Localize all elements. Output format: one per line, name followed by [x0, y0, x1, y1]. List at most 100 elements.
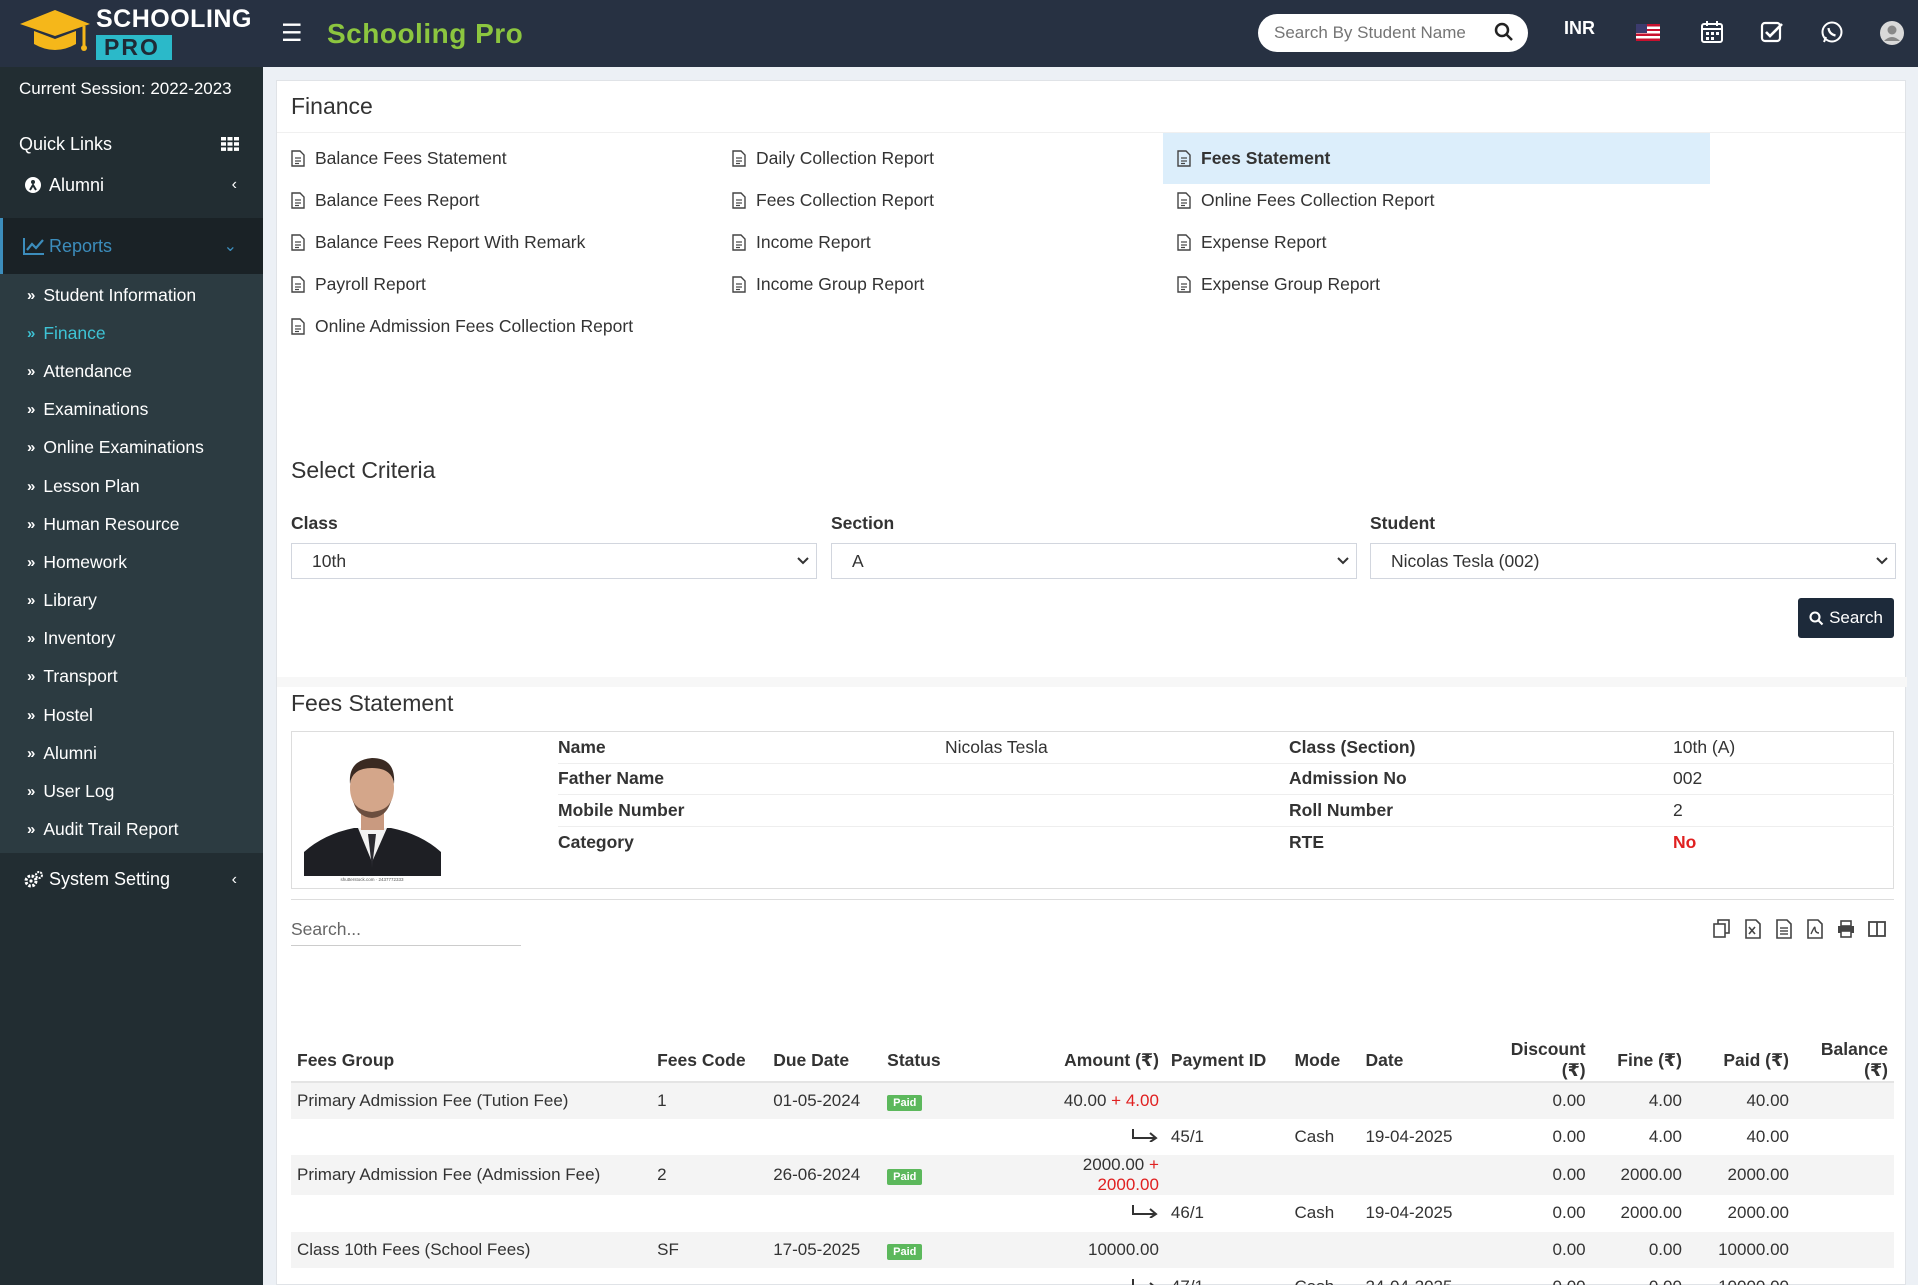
photo-watermark: shutterstock.com · 2437772333 [340, 877, 404, 882]
sidebar-item-system-setting[interactable]: System Setting ‹ [0, 861, 263, 899]
column-header[interactable]: Balance (₹) [1795, 1039, 1894, 1083]
fine: 2000.00 [1591, 1155, 1688, 1196]
sidebar-item-reports[interactable]: Reports ⌄ [0, 218, 263, 274]
task-check-icon[interactable] [1760, 20, 1784, 44]
column-header[interactable]: Paid (₹) [1687, 1039, 1795, 1083]
sidebar-subitem-alumni[interactable]: » Alumni [0, 734, 263, 772]
gears-icon [24, 870, 43, 888]
report-link-income-group-report[interactable]: Income Group Report [718, 259, 924, 310]
report-link-label: Balance Fees Report With Remark [315, 232, 586, 252]
date: 24-04-2025 [1359, 1268, 1483, 1285]
class-label: Class [291, 513, 338, 533]
status-badge: Paid [887, 1244, 923, 1261]
column-header[interactable]: Amount (₹) [1053, 1039, 1165, 1083]
report-link-fees-collection-report[interactable]: Fees Collection Report [718, 175, 934, 226]
sidebar-subitem-online-examinations[interactable]: » Online Examinations [0, 429, 263, 467]
report-link-balance-fees-statement[interactable]: Balance Fees Statement [277, 133, 507, 184]
main-panel: Finance Balance Fees Statement Daily Coll… [276, 80, 1907, 1285]
status-cell: Paid [881, 1231, 1054, 1269]
paid: 40.00 [1746, 1126, 1789, 1146]
table-row: Class 10th Fees (School Fees) SF 17-05-202… [291, 1231, 1894, 1269]
sidebar-subitem-transport[interactable]: » Transport [0, 658, 263, 696]
report-link-expense-report[interactable]: Expense Report [1163, 217, 1327, 268]
document-icon [1177, 234, 1191, 251]
table-search-input[interactable]: Search... [291, 919, 521, 946]
column-header[interactable]: Payment ID [1164, 1039, 1289, 1083]
profile-key: Father Name [558, 768, 665, 789]
print-icon[interactable] [1837, 919, 1855, 939]
column-header[interactable]: Fees Code [651, 1039, 768, 1083]
pdf-icon[interactable] [1806, 919, 1824, 939]
column-header[interactable]: Status [881, 1039, 1054, 1083]
excel-icon[interactable] [1744, 919, 1762, 939]
column-header[interactable]: Discount (₹) [1483, 1039, 1592, 1083]
quick-links-label: Quick Links [19, 133, 113, 154]
sidebar-subitem-inventory[interactable]: » Inventory [0, 620, 263, 658]
sidebar-subitem-lesson-plan[interactable]: » Lesson Plan [0, 467, 263, 505]
columns-icon[interactable] [1868, 919, 1886, 939]
profile-value: 2 [1673, 799, 1683, 820]
select-criteria-title: Select Criteria [291, 457, 436, 483]
menu-toggle-icon[interactable]: ☰ [281, 20, 303, 47]
sidebar-subitem-user-log[interactable]: » User Log [0, 772, 263, 810]
report-link-expense-group-report[interactable]: Expense Group Report [1163, 259, 1380, 310]
search-button-label: Search [1829, 608, 1883, 627]
sidebar-subitem-homework[interactable]: » Homework [0, 543, 263, 581]
report-link-balance-fees-report-with-remark[interactable]: Balance Fees Report With Remark [277, 217, 585, 268]
student-select-value: Nicolas Tesla (002) [1391, 551, 1540, 571]
report-link-payroll-report[interactable]: Payroll Report [277, 259, 426, 310]
class-select[interactable]: 10th [291, 543, 817, 579]
search-button[interactable]: Search [1798, 598, 1894, 638]
mode [1288, 1082, 1360, 1119]
sidebar-subitem-attendance[interactable]: » Attendance [0, 352, 263, 390]
mode: Cash [1294, 1126, 1335, 1146]
sidebar-item-alumni[interactable]: Alumni ‹ [0, 166, 263, 204]
sidebar-subitem-hostel[interactable]: » Hostel [0, 696, 263, 734]
us-flag-icon[interactable] [1636, 24, 1660, 41]
column-header[interactable]: Due Date [767, 1039, 882, 1083]
student-select[interactable]: Nicolas Tesla (002) [1370, 543, 1896, 579]
currency-selector[interactable]: INR [1564, 18, 1595, 38]
logo[interactable]: SCHOOLING PRO [0, 0, 263, 67]
user-avatar-icon[interactable] [1879, 20, 1905, 46]
sidebar-subitem-human-resource[interactable]: » Human Resource [0, 505, 263, 543]
student-search-input[interactable] [1274, 23, 1484, 43]
profile-value: 10th (A) [1673, 736, 1736, 757]
profile-key: Mobile Number [558, 799, 685, 820]
sidebar-subitem-label: Inventory [43, 628, 116, 649]
fees-code: 2 [651, 1155, 768, 1196]
class-select-value: 10th [312, 551, 347, 571]
quick-links[interactable]: Quick Links [0, 122, 263, 166]
copy-icon[interactable] [1713, 919, 1731, 939]
report-link-balance-fees-report[interactable]: Balance Fees Report [277, 175, 479, 226]
sidebar-subitem-student-information[interactable]: » Student Information [0, 276, 263, 314]
sidebar-subitem-library[interactable]: » Library [0, 582, 263, 620]
whatsapp-icon[interactable] [1820, 20, 1844, 44]
document-icon [291, 150, 305, 167]
document-icon [732, 192, 746, 209]
double-chevron-right-icon: » [27, 744, 36, 762]
report-link-online-admission-fees-collection-report[interactable]: Online Admission Fees Collection Report [277, 301, 633, 352]
csv-icon[interactable] [1775, 919, 1793, 939]
date [1359, 1082, 1484, 1119]
grid-icon[interactable] [221, 137, 239, 151]
sidebar-subitem-examinations[interactable]: » Examinations [0, 391, 263, 429]
column-header[interactable]: Mode [1288, 1039, 1360, 1083]
document-icon [291, 234, 305, 251]
payment-id: 46/1 [1170, 1203, 1205, 1223]
column-header[interactable]: Date [1359, 1039, 1484, 1083]
double-chevron-right-icon: » [27, 324, 36, 342]
report-link-daily-collection-report[interactable]: Daily Collection Report [718, 133, 934, 184]
report-link-income-report[interactable]: Income Report [718, 217, 871, 268]
column-header[interactable]: Fine (₹) [1591, 1039, 1688, 1083]
student-label: Student [1370, 513, 1436, 533]
profile-key: Category [558, 831, 634, 852]
column-header[interactable]: Fees Group [291, 1039, 652, 1083]
sidebar-subitem-audit-trail-report[interactable]: » Audit Trail Report [0, 811, 263, 849]
report-link-fees-statement[interactable]: Fees Statement [1163, 133, 1710, 184]
section-select[interactable]: A [831, 543, 1357, 579]
report-link-online-fees-collection-report[interactable]: Online Fees Collection Report [1163, 175, 1434, 226]
calendar-icon[interactable] [1700, 20, 1724, 44]
search-icon[interactable] [1494, 22, 1514, 42]
sidebar-subitem-finance[interactable]: » Finance [0, 314, 263, 352]
